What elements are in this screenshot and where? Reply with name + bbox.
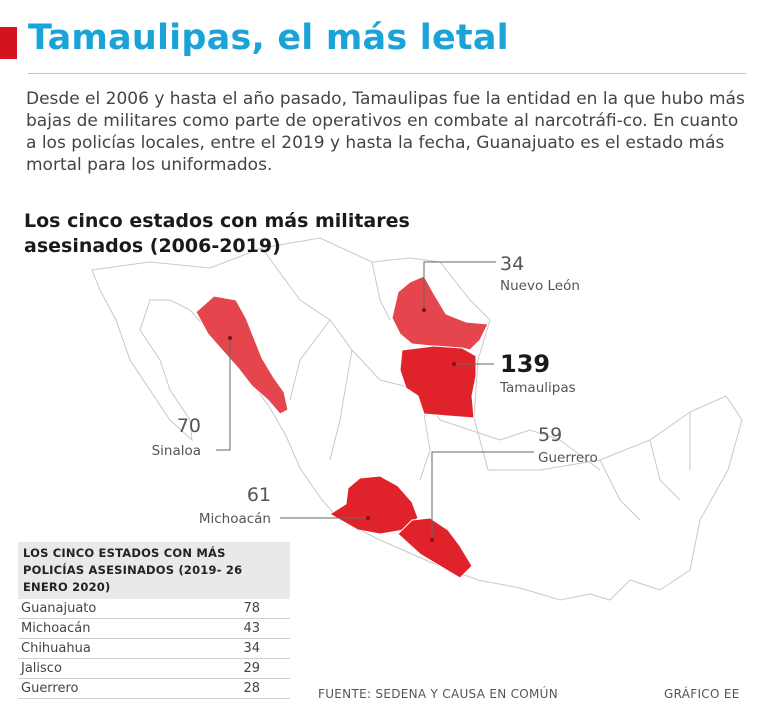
nuevo-leon-dot bbox=[422, 308, 426, 312]
table-cell-state: Jalisco bbox=[21, 661, 62, 676]
table-cell-value: 43 bbox=[243, 621, 260, 636]
title-divider bbox=[28, 73, 746, 74]
page-title: Tamaulipas, el más letal bbox=[28, 18, 509, 58]
table-cell-state: Chihuahua bbox=[21, 641, 91, 656]
tamaulipas-shape bbox=[399, 345, 477, 419]
source-note: FUENTE: SEDENA Y CAUSA EN COMÚN bbox=[318, 687, 559, 701]
table-cell-value: 34 bbox=[243, 641, 260, 656]
guerrero-dot bbox=[430, 538, 434, 542]
tamaulipas-value: 139 bbox=[500, 350, 550, 378]
police-table: LOS CINCO ESTADOS CON MÁS POLICÍAS ASESI… bbox=[18, 542, 290, 699]
nuevo-leon-shape bbox=[391, 275, 489, 351]
intro-paragraph: Desde el 2006 y hasta el año pasado, Tam… bbox=[26, 89, 745, 175]
table-cell-value: 29 bbox=[243, 661, 260, 676]
michoacan-label: Michoacán bbox=[199, 511, 271, 527]
table-cell-state: Guanajuato bbox=[21, 601, 97, 616]
tamaulipas-label: Tamaulipas bbox=[499, 380, 576, 396]
tamaulipas-dot bbox=[452, 362, 456, 366]
table-cell-value: 28 bbox=[243, 681, 260, 696]
graphic-credit: GRÁFICO EE bbox=[664, 687, 740, 701]
title-accent-bar bbox=[0, 27, 17, 59]
sinaloa-dot bbox=[228, 336, 232, 340]
table-cell-state: Michoacán bbox=[21, 621, 91, 636]
guerrero-shape bbox=[397, 517, 473, 579]
nuevo-leon-value: 34 bbox=[500, 253, 524, 275]
table-cell-state: Guerrero bbox=[21, 681, 79, 696]
mexico-outline bbox=[91, 237, 743, 601]
sinaloa-value: 70 bbox=[177, 415, 201, 437]
map-heading: Los cinco estados con más militares ases… bbox=[24, 210, 410, 257]
table-cell-value: 78 bbox=[243, 601, 260, 616]
police-table-heading: LOS CINCO ESTADOS CON MÁS POLICÍAS ASESI… bbox=[18, 542, 290, 599]
table-row: Jalisco 29 bbox=[18, 659, 290, 679]
table-row: Michoacán 43 bbox=[18, 619, 290, 639]
table-row: Guerrero 28 bbox=[18, 679, 290, 699]
michoacan-dot bbox=[366, 516, 370, 520]
sinaloa-leader bbox=[216, 338, 231, 451]
nuevo-leon-label: Nuevo León bbox=[500, 278, 580, 294]
nuevo-leon-leader bbox=[423, 261, 496, 310]
sinaloa-shape bbox=[195, 295, 289, 415]
guerrero-leader bbox=[431, 451, 534, 540]
michoacan-value: 61 bbox=[247, 484, 271, 506]
guerrero-label: Guerrero bbox=[538, 450, 598, 466]
table-row: Guanajuato 78 bbox=[18, 599, 290, 619]
michoacan-shape bbox=[329, 475, 419, 535]
guerrero-value: 59 bbox=[538, 424, 562, 446]
table-row: Chihuahua 34 bbox=[18, 639, 290, 659]
sinaloa-label: Sinaloa bbox=[152, 443, 201, 459]
